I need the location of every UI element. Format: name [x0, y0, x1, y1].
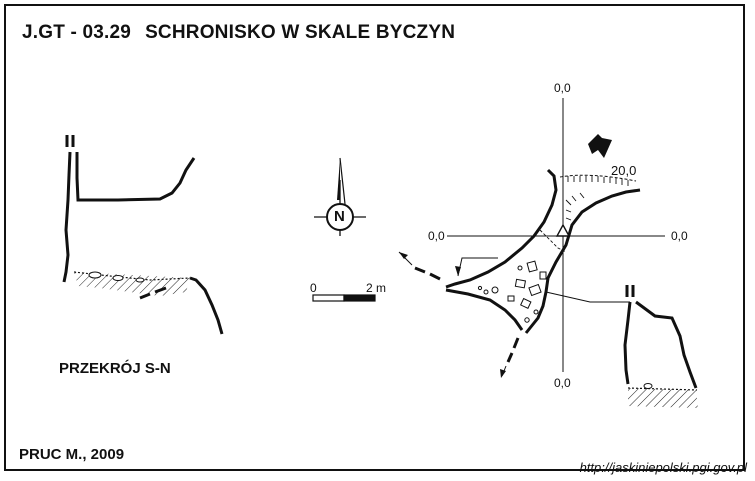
- entrance-direction-arrow-icon: [588, 134, 612, 158]
- axis-top-label: 0,0: [554, 81, 571, 95]
- axis-right-label: 0,0: [671, 229, 688, 243]
- axis-bottom-label: 0,0: [554, 376, 571, 390]
- elevation-label: 20,0: [611, 163, 637, 178]
- cross-section: [623, 285, 698, 408]
- section-s-n: [62, 135, 224, 335]
- scale-end-label: 2 m: [366, 281, 387, 295]
- scale-start-label: 0: [310, 281, 317, 295]
- plan-view: [398, 98, 665, 378]
- datum-triangle-icon: [555, 223, 571, 237]
- cave-name: SCHRONISKO W SKALE BYCZYN: [145, 22, 456, 43]
- page-title: J.GT - 03.29 SCHRONISKO W SKALE BYCZYN: [22, 22, 455, 44]
- north-letter: N: [334, 208, 345, 225]
- drawing-frame: [4, 4, 745, 471]
- author-label: PRUC M., 2009: [19, 446, 125, 463]
- axis-left-label: 0,0: [428, 229, 445, 243]
- north-arrow-icon: [314, 157, 366, 236]
- cave-code: J.GT - 03.29: [22, 22, 132, 43]
- source-url: http://jaskiniepolski.pgi.gov.pl: [579, 460, 747, 475]
- section-label: PRZEKRÓJ S-N: [59, 360, 171, 377]
- scale-bar: [312, 294, 376, 302]
